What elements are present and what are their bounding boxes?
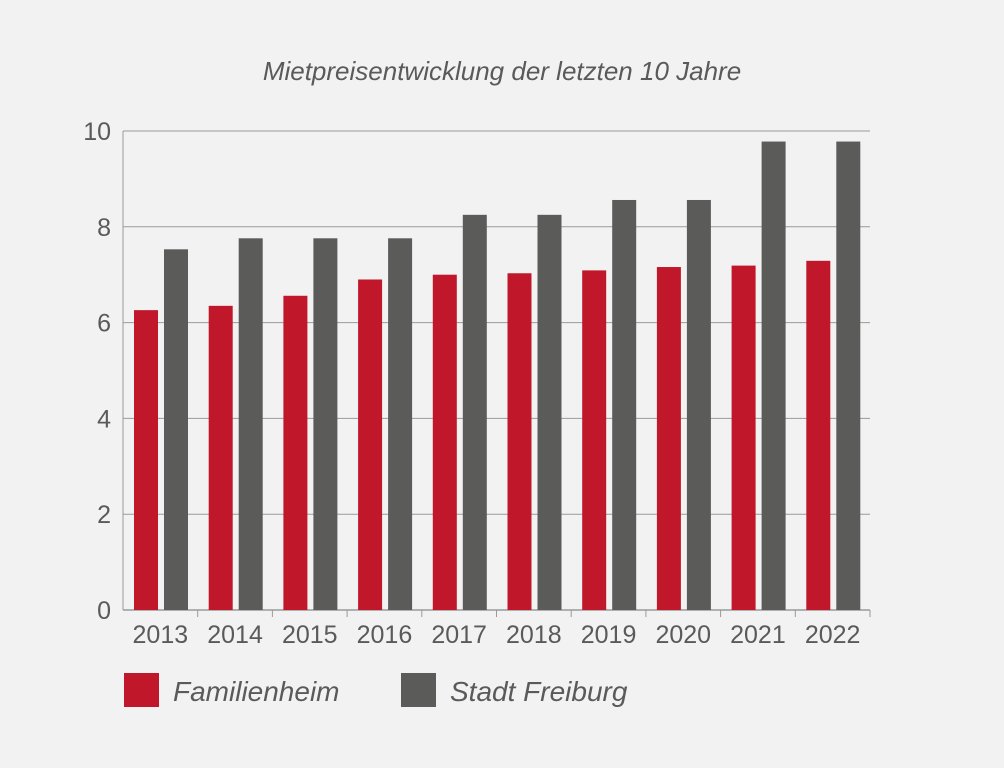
- y-tick-label: 6: [97, 310, 111, 338]
- legend-swatch-familienheim: [124, 673, 159, 707]
- bar-stadt-freiburg-2017: [462, 214, 487, 610]
- bar-familienheim-2014: [208, 305, 233, 610]
- bar-familienheim-2020: [656, 267, 681, 610]
- bar-familienheim-2015: [283, 295, 308, 610]
- chart-title: Mietpreisentwicklung der letzten 10 Jahr…: [263, 56, 741, 86]
- y-tick-label: 2: [97, 501, 111, 529]
- x-tick-label: 2021: [730, 621, 786, 649]
- x-tick-label: 2015: [282, 621, 338, 649]
- bar-stadt-freiburg-2019: [612, 199, 637, 610]
- x-tick-label: 2017: [431, 621, 487, 649]
- x-tick-label: 2013: [133, 621, 189, 649]
- bar-stadt-freiburg-2020: [686, 199, 711, 610]
- bars: [134, 141, 861, 611]
- x-tick-label: 2016: [357, 621, 413, 649]
- y-tick-label: 4: [97, 405, 111, 433]
- legend-swatch-stadt-freiburg: [401, 673, 436, 707]
- x-tick-label: 2020: [655, 621, 711, 649]
- bar-stadt-freiburg-2016: [388, 238, 413, 610]
- y-tick-label: 10: [83, 118, 111, 146]
- legend-label-familienheim: Familienheim: [173, 676, 340, 707]
- bar-familienheim-2019: [582, 270, 607, 610]
- bar-stadt-freiburg-2021: [761, 141, 786, 610]
- gridlines: [122, 130, 870, 611]
- bar-familienheim-2016: [358, 279, 383, 610]
- y-tick-label: 8: [97, 214, 111, 242]
- bar-familienheim-2021: [731, 265, 756, 610]
- y-tick-label: 0: [97, 597, 111, 625]
- bar-stadt-freiburg-2015: [313, 238, 338, 610]
- x-tick-label: 2019: [581, 621, 637, 649]
- bar-stadt-freiburg-2013: [164, 249, 188, 611]
- x-tick-label: 2018: [506, 621, 562, 649]
- bar-familienheim-2022: [806, 260, 831, 610]
- bar-stadt-freiburg-2014: [238, 238, 263, 610]
- x-tick-label: 2022: [805, 621, 861, 649]
- y-axis-ticks: 0 2 4 6 8 10: [83, 118, 111, 625]
- bar-familienheim-2013: [134, 310, 158, 610]
- x-tick-label: 2014: [207, 621, 263, 649]
- legend: Familienheim Stadt Freiburg: [124, 673, 628, 707]
- bar-stadt-freiburg-2018: [537, 214, 562, 610]
- bar-familienheim-2017: [432, 274, 457, 610]
- legend-label-stadt-freiburg: Stadt Freiburg: [450, 676, 628, 707]
- bar-familienheim-2018: [507, 273, 532, 610]
- x-axis-ticks: 2013 2014 2015 2016 2017 2018 2019 2020 2021 2022: [133, 610, 871, 649]
- bar-stadt-freiburg-2022: [836, 141, 861, 610]
